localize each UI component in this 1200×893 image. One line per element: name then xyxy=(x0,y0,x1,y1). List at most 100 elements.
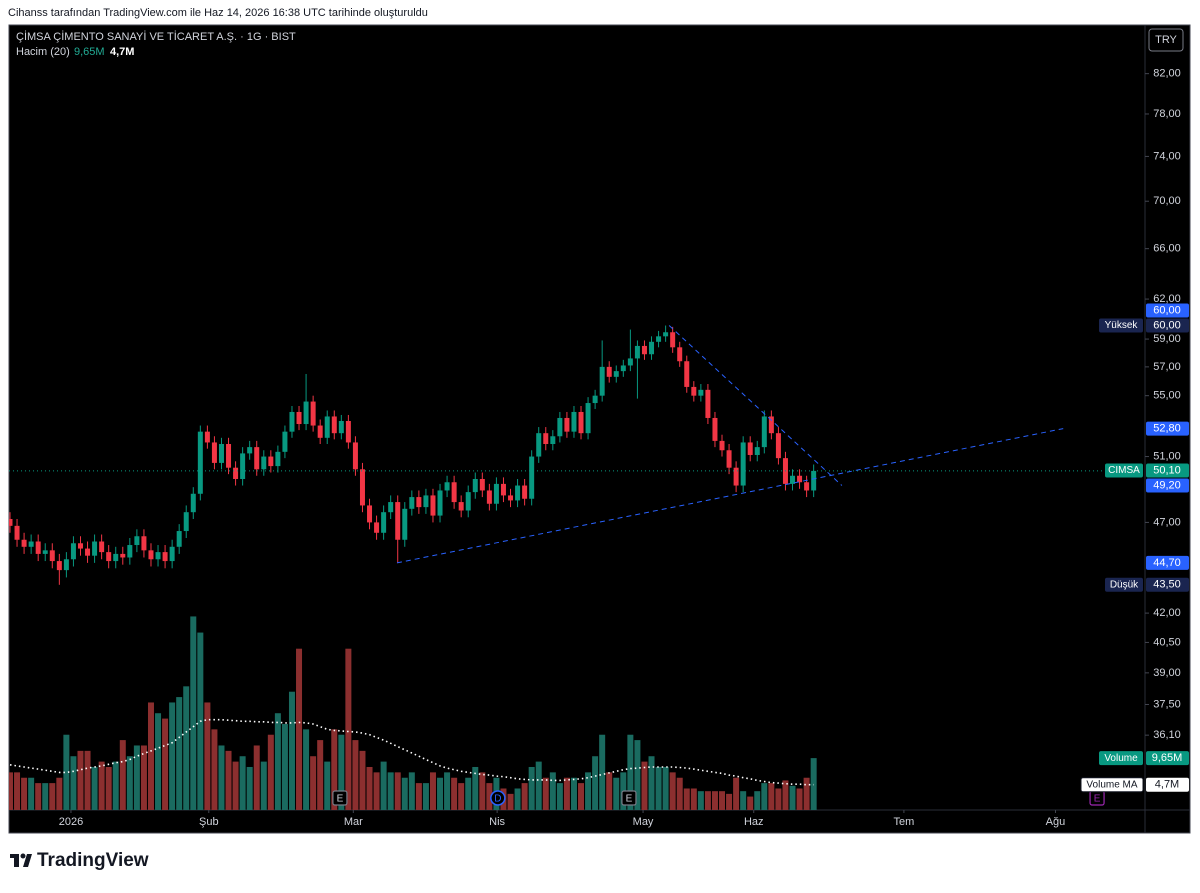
volume-bar xyxy=(415,783,422,810)
volume-bar xyxy=(507,793,514,810)
volume-bar xyxy=(14,772,21,810)
candle-body xyxy=(374,522,380,533)
candle-body xyxy=(557,417,563,437)
candle-body xyxy=(677,347,683,362)
event-marker xyxy=(490,790,506,806)
volume-bar xyxy=(754,791,761,810)
currency-button[interactable] xyxy=(1148,28,1184,52)
volume-bar xyxy=(711,791,718,810)
chart-frame xyxy=(8,24,1191,834)
candle-body xyxy=(197,431,203,494)
badge-value: 9,65M xyxy=(1152,752,1183,764)
y-tick-label: 51,00 xyxy=(1153,450,1181,462)
header: Cihanss tarafından TradingView.com ile H… xyxy=(8,7,428,19)
candle-body xyxy=(381,512,387,533)
candle-body xyxy=(338,420,344,434)
candle-body xyxy=(233,467,239,479)
candle-body xyxy=(451,482,457,503)
volume-bar xyxy=(84,750,91,810)
volume-bar xyxy=(747,796,754,810)
candle-body xyxy=(550,436,556,445)
volume-bar xyxy=(451,777,458,810)
volume-bar xyxy=(465,777,472,810)
volume-bar xyxy=(42,783,49,810)
volume-bar xyxy=(183,686,190,810)
y-tick-label: 57,00 xyxy=(1153,361,1181,373)
candle-body xyxy=(28,541,34,547)
candle-body xyxy=(479,478,485,491)
x-tick-label: Ağu xyxy=(1046,816,1066,828)
volume-bar xyxy=(324,761,331,810)
candle-body xyxy=(691,386,697,396)
volume-bar xyxy=(239,756,246,810)
candle-body xyxy=(402,508,408,540)
volume-bar xyxy=(140,745,147,810)
volume-bar xyxy=(782,780,789,810)
volume-bar xyxy=(373,772,380,810)
candle-body xyxy=(747,442,753,455)
badge-value: 50,10 xyxy=(1153,464,1181,476)
candle-body xyxy=(641,345,647,355)
candle-body xyxy=(585,403,591,434)
candle-body xyxy=(9,518,13,526)
x-tick-label: Şub xyxy=(199,816,219,828)
y-tick-label: 78,00 xyxy=(1153,108,1181,120)
volume-bar xyxy=(592,756,599,810)
candle-body xyxy=(211,442,217,463)
candle-body xyxy=(141,536,147,551)
currency[interactable]: TRY xyxy=(1155,34,1177,46)
volume-bar xyxy=(606,772,613,810)
logo-part xyxy=(20,853,26,859)
candle-body xyxy=(268,456,274,467)
candle-body xyxy=(775,433,781,459)
trend-line xyxy=(668,325,843,486)
candle-body xyxy=(134,536,140,546)
y-tick-label: 66,00 xyxy=(1153,243,1181,255)
candle-body xyxy=(768,416,774,434)
candle-body xyxy=(77,543,83,549)
volume-bar xyxy=(697,791,704,810)
event-marker xyxy=(621,790,637,806)
badge-value: 43,50 xyxy=(1153,579,1181,591)
volume-bar xyxy=(401,777,408,810)
volume-bar xyxy=(472,766,479,810)
volume-bar xyxy=(274,713,281,810)
candle-body xyxy=(599,366,605,396)
candle-body xyxy=(726,450,732,468)
x-tick-label: Nis xyxy=(489,816,505,828)
badge-value-bg xyxy=(1146,777,1189,792)
volume-bar xyxy=(422,783,429,810)
candle-body xyxy=(127,545,133,558)
x-tick-label: Tem xyxy=(894,816,915,828)
candle-body xyxy=(649,341,655,355)
candle-body xyxy=(204,431,210,443)
x-tick-label: 2026 xyxy=(59,816,83,828)
y-tick-label: 47,00 xyxy=(1153,516,1181,528)
candle-body xyxy=(395,502,401,540)
candle-body xyxy=(296,411,302,425)
volume-bar xyxy=(77,750,84,810)
volume-bar xyxy=(169,702,176,810)
volume-bar xyxy=(204,702,211,810)
badge-value: 52,80 xyxy=(1153,422,1181,434)
indicator-value: 9,65M xyxy=(74,46,105,58)
candle-body xyxy=(70,543,76,560)
volume-bar xyxy=(768,783,775,810)
candle-body xyxy=(92,541,98,556)
volume-bar xyxy=(733,777,740,810)
badge-value-bg xyxy=(1146,555,1189,570)
candle-body xyxy=(155,552,161,560)
volume-bar xyxy=(458,783,465,810)
volume-bar xyxy=(253,745,260,810)
candle-body xyxy=(254,447,260,470)
volume-bar xyxy=(359,750,366,810)
badge-name-bg xyxy=(1099,751,1143,766)
candle-body xyxy=(634,345,640,359)
candle-body xyxy=(261,456,267,470)
volume-ma-line xyxy=(9,718,814,786)
volume-bar xyxy=(521,783,528,810)
candle-body xyxy=(345,420,351,443)
candle-body xyxy=(493,483,499,504)
candle-body xyxy=(592,395,598,404)
badge-value: 44,70 xyxy=(1153,557,1181,569)
